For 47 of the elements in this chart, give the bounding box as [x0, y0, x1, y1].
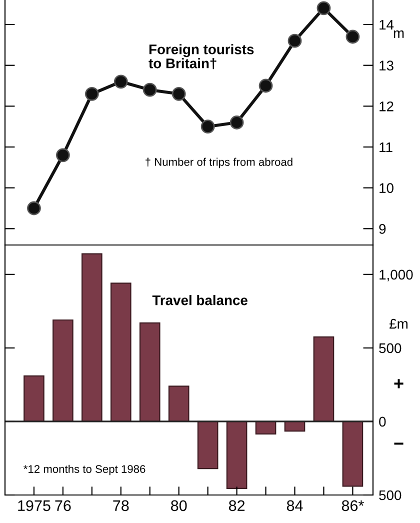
y-axis-title: £m: [390, 318, 408, 329]
point: [142, 82, 157, 97]
bar: [313, 336, 334, 422]
y-tick-label: 500: [379, 490, 402, 500]
y-tick-label: 9: [379, 224, 386, 234]
x-tick-label: 78: [113, 500, 129, 512]
point: [56, 148, 70, 162]
bar: [139, 322, 160, 422]
bar: [110, 282, 132, 422]
y-tick-label: 500: [379, 343, 402, 354]
x-tick-label: 86*: [342, 500, 364, 512]
point: [200, 120, 215, 134]
x-tick-label: 80: [171, 500, 187, 512]
bar: [168, 386, 190, 422]
point: [172, 86, 186, 101]
text: Travel balance: [152, 295, 248, 306]
text: +: [394, 379, 404, 388]
y-tick-label: 13: [380, 60, 394, 71]
bar: [52, 319, 74, 422]
bar: [226, 420, 248, 489]
x-tick-label: 76: [55, 500, 71, 512]
bar: [24, 375, 44, 422]
text: Foreign tourists to Britain†: [148, 44, 254, 70]
x-tick-label: 84: [286, 500, 303, 512]
point: [346, 30, 360, 44]
point: [258, 78, 273, 93]
y-tick-label: 11: [380, 142, 392, 152]
point: [288, 34, 302, 48]
x-tick-label: 1975: [18, 500, 50, 512]
y-tick-label: 14: [380, 20, 394, 30]
bar: [82, 253, 102, 422]
y-tick-label: 10: [380, 183, 394, 194]
point: [114, 74, 128, 89]
y-tick-label: 12: [380, 102, 394, 112]
x-tick-label: 82: [228, 500, 245, 512]
bar: [342, 420, 364, 487]
y-tick-label: 0: [379, 416, 386, 427]
y-tick-label: 1,000: [380, 270, 413, 282]
annotation: † Number of trips from abroad: [146, 158, 292, 168]
y-axis-title: m: [394, 30, 404, 38]
point: [230, 116, 244, 130]
point: [316, 1, 331, 16]
bar: [197, 420, 218, 470]
point: [84, 86, 99, 101]
annotation: *12 months to Sept 1986: [24, 464, 146, 476]
point: [27, 201, 41, 216]
text: −: [394, 442, 404, 445]
